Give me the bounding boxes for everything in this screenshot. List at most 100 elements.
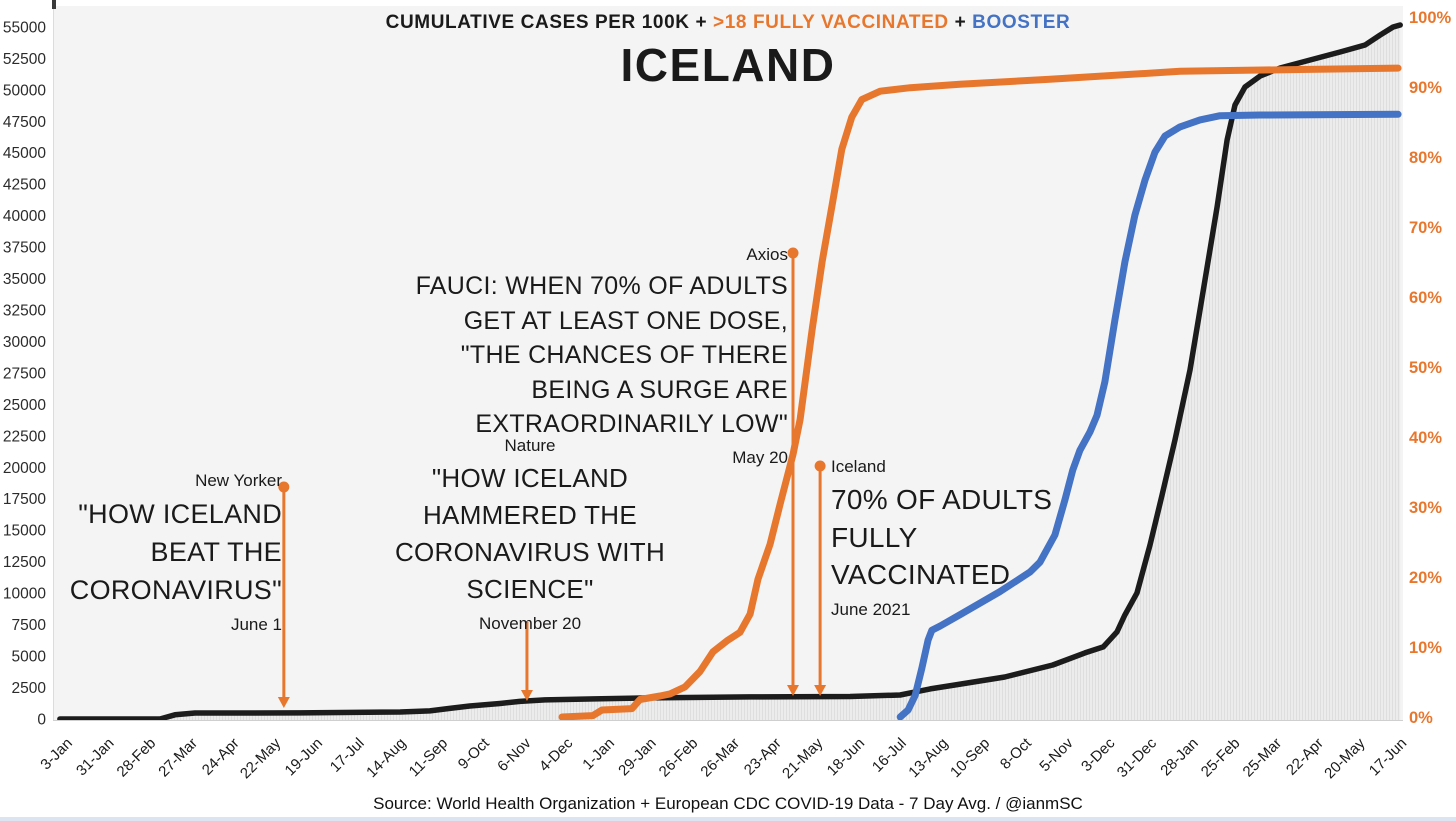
x-axis-tick-label: 10-Sep — [947, 735, 993, 781]
right-axis-tick-label: 70% — [1409, 219, 1442, 237]
x-axis-tick-label: 26-Feb — [656, 735, 702, 781]
chart-title: CUMULATIVE CASES PER 100K + >18 FULLY VA… — [0, 12, 1456, 34]
left-axis-tick-label: 22500 — [3, 428, 46, 445]
x-axis-tick-label: 3-Jan — [37, 735, 76, 774]
annotation-quote-line: "THE CHANCES OF THERE — [460, 341, 788, 369]
vaccinated-line — [558, 64, 1402, 720]
x-axis-tick-label: 28-Feb — [114, 735, 160, 781]
annotation-date-label: November 20 — [478, 614, 582, 633]
annotation-axios: Axios FAUCI: WHEN 70% OF ADULTS GET AT L… — [388, 246, 788, 466]
x-axis-tick-label: 31-Dec — [1114, 734, 1161, 781]
x-axis-tick-label: 20-May — [1321, 734, 1369, 782]
left-axis-tick-label: 15000 — [3, 523, 46, 540]
right-axis-labels: 100% 90% 80% 70% 60% 50% 40% 30% 20% 10% 0% — [1409, 9, 1452, 727]
annotation-quote-line: 70% OF ADULTS — [831, 484, 1053, 515]
x-axis-tick-label: 11-Sep — [406, 735, 451, 780]
left-axis-tick-label: 20000 — [3, 460, 46, 477]
annotation-arrowhead-iceland-70 — [814, 685, 827, 696]
right-axis-tick-label: 0% — [1409, 709, 1433, 727]
x-axis-tick-label: 24-Apr — [199, 735, 243, 779]
source-attribution: Source: World Health Organization + Euro… — [373, 794, 1083, 813]
booster-line — [896, 110, 1402, 720]
right-axis-tick-label: 40% — [1409, 429, 1442, 447]
annotation-quote-line: CORONAVIRUS" — [69, 575, 282, 605]
annotation-quote-line: "HOW ICELAND — [431, 463, 629, 493]
x-axis-tick-label: 22-May — [237, 734, 285, 782]
annotation-dot-iceland-70 — [814, 460, 826, 472]
x-axis-tick-label: 5-Nov — [1036, 734, 1077, 775]
annotation-arrowhead-axios — [787, 685, 800, 696]
x-axis-tick-label: 29-Jan — [615, 735, 659, 779]
annotation-quote-line: SCIENCE" — [466, 574, 594, 604]
left-axis-tick-label: 0 — [37, 711, 46, 728]
x-axis-labels: 3-Jan31-Jan28-Feb27-Mar24-Apr22-May19-Ju… — [37, 734, 1410, 782]
x-axis-tick-label: 9-Oct — [455, 734, 494, 773]
annotation-markers — [277, 247, 827, 708]
left-axis-tick-label: 2500 — [12, 680, 47, 697]
x-axis-tick-label: 17-Jun — [1366, 735, 1410, 779]
annotation-dot-axios — [787, 247, 799, 259]
annotation-quote-line: FAUCI: WHEN 70% OF ADULTS — [415, 272, 788, 300]
annotation-arrowhead-nature — [520, 690, 533, 701]
annotation-source-label: Iceland — [831, 457, 886, 476]
annotation-quote-line: HAMMERED THE — [422, 500, 638, 530]
left-axis-tick-label: 40000 — [3, 208, 46, 225]
left-axis-tick-label: 7500 — [12, 617, 47, 634]
left-axis-tick-label: 37500 — [3, 240, 46, 257]
left-axis-tick-label: 32500 — [3, 303, 46, 320]
annotation-quote-line: EXTRAORDINARILY LOW" — [475, 410, 788, 438]
left-axis-tick-label: 10000 — [3, 586, 46, 603]
x-axis-tick-label: 4-Dec — [536, 734, 577, 775]
x-axis-tick-label: 8-Oct — [997, 734, 1036, 773]
x-axis-tick-label: 16-Jul — [869, 735, 910, 776]
x-axis-tick-label: 13-Aug — [905, 735, 951, 781]
annotation-quote-line: VACCINATED — [831, 559, 1011, 590]
left-axis-tick-label: 42500 — [3, 177, 46, 194]
left-axis-tick-label: 30000 — [3, 334, 46, 351]
annotation-quote-line: BEING A SURGE ARE — [531, 375, 788, 404]
annotation-source-label: New Yorker — [195, 471, 282, 490]
annotation-quote-line: BEAT THE — [150, 537, 282, 567]
x-axis-tick-label: 25-Mar — [1240, 735, 1286, 781]
x-axis-tick-label: 14-Aug — [363, 735, 409, 781]
annotation-iceland-70pct: Iceland 70% OF ADULTS FULLY VACCINATED J… — [831, 458, 1111, 618]
right-axis-tick-label: 90% — [1409, 79, 1442, 97]
right-axis-tick-label: 50% — [1409, 359, 1442, 377]
left-axis-tick-label: 12500 — [3, 554, 46, 571]
left-axis-tick-label: 25000 — [3, 397, 46, 414]
left-axis-tick-label: 5000 — [12, 649, 47, 666]
x-axis-tick-label: 28-Jan — [1157, 735, 1201, 779]
left-axis-tick-label: 47500 — [3, 114, 46, 131]
left-axis-tick-label: 50000 — [3, 82, 46, 99]
x-axis-tick-label: 17-Jul — [327, 735, 368, 776]
left-axis-tick-label: 27500 — [3, 365, 46, 382]
x-axis-tick-label: 18-Jun — [824, 735, 868, 779]
annotation-date-label: May 20 — [732, 447, 788, 467]
annotation-source-label: Nature — [504, 436, 556, 455]
annotation-quote-line: GET AT LEAST ONE DOSE, — [463, 306, 788, 335]
right-axis-tick-label: 30% — [1409, 499, 1442, 517]
annotation-quote-line: "HOW ICELAND — [78, 499, 282, 529]
x-axis-tick-label: 6-Nov — [494, 734, 535, 775]
annotation-dot-new-yorker — [278, 481, 290, 493]
right-axis-tick-label: 20% — [1409, 569, 1442, 587]
left-axis-tick-label: 45000 — [3, 145, 46, 162]
chart-title-booster: BOOSTER — [972, 12, 1071, 33]
x-axis-tick-label: 19-Jun — [282, 735, 326, 779]
x-axis-tick-label: 27-Mar — [155, 735, 201, 781]
cases-line — [57, 22, 1403, 720]
left-axis-tick-label: 35000 — [3, 271, 46, 288]
left-axis-tick-label: 17500 — [3, 491, 46, 508]
x-axis-tick-label: 1-Jan — [579, 735, 618, 774]
x-axis-tick-label: 22-Apr — [1283, 735, 1327, 779]
chart-title-plus: + — [948, 12, 973, 33]
chart-title-vaccinated: >18 FULLY VACCINATED — [713, 12, 949, 33]
annotation-date-label: June 2021 — [831, 599, 911, 619]
annotation-quote-line: FULLY — [831, 521, 918, 553]
right-axis-tick-label: 60% — [1409, 289, 1442, 307]
left-axis-tick-label: 52500 — [3, 51, 46, 68]
x-axis-tick-label: 21-May — [779, 734, 827, 782]
x-axis-tick-label: 25-Feb — [1198, 735, 1244, 781]
